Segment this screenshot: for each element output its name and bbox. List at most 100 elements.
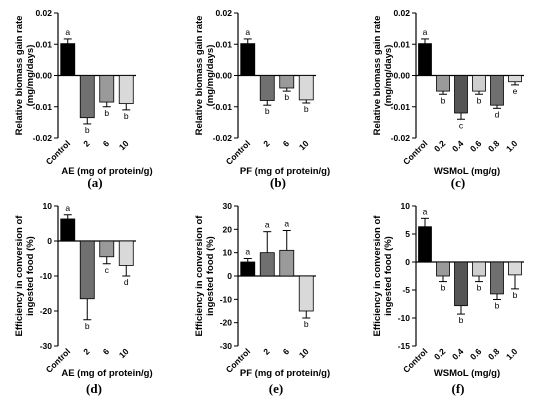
panel-e: -30 -20 -10 0 10 20 30 Efficiency in conversion… [194,201,330,396]
significance-letter: b [265,106,270,116]
category-label: 2 [261,346,272,357]
significance-letter: b [441,95,446,105]
bar [490,75,504,106]
y-tick-label: -30 [220,341,233,351]
bar [240,261,256,277]
significance-letter: e [513,86,518,96]
y-tick-label: -20 [220,318,233,328]
significance-letter: a [245,247,250,257]
significance-letter: a [265,220,270,230]
bar [99,240,115,258]
bar [436,75,450,92]
panel-label: (e) [269,381,283,396]
y-axis-title: Relative biomass gain rate (mg/mg/days) [372,16,394,136]
y-tick-label: 0.00 [393,71,410,81]
category-label: 6 [281,346,292,357]
bar [259,75,275,101]
significance-letter: b [124,111,129,121]
category-label-text: 0.2 [432,346,448,362]
y-tick-label: 0.02 [393,8,410,18]
y-tick-label: 0.00 [35,71,52,81]
significance-letter: b [495,301,500,311]
category-label-text: 10 [117,346,131,360]
bar [279,75,295,89]
category-label-text: 10 [297,138,311,152]
significance-letter: b [85,125,90,135]
y-axis-title: Efficiency in conversion of ingested food… [194,215,216,337]
y-tick-label: -15 [398,341,411,351]
y-tick-label: -0.02 [213,133,233,143]
bar [279,249,295,277]
category-label-text: 2 [261,138,272,149]
bar [259,252,275,277]
x-axis-title: AE (mg of protein/g) [61,368,152,379]
y-tick-label: 0 [405,257,410,267]
category-label-text: 0.4 [450,138,466,154]
y-axis-title-line: Relative biomass gain rate [194,16,205,136]
y-tick-label: 20 [223,224,233,234]
category-label-text: 1.0 [504,138,520,154]
significance-letter: b [284,92,289,102]
category-label-text: 0.6 [468,138,484,154]
category-label: 0.4 [450,346,466,362]
significance-letter: c [459,120,464,130]
significance-letter: b [104,108,109,118]
category-label: 10 [297,346,311,360]
bar [418,226,432,263]
y-axis-title: Relative biomass gain rate (mg/mg/days) [14,16,36,136]
y-tick-label: 0.01 [215,39,232,49]
category-label: 10 [297,138,311,152]
x-axis-title: AE (mg of protein/g) [61,166,152,177]
y-axis-title: Efficiency in conversion of ingested food… [372,215,394,337]
category-label-text: 2 [81,138,92,149]
y-tick-label: 10 [223,248,233,258]
y-axis-title-line: ingested food (%) [25,236,36,316]
panel-label: (a) [87,175,102,190]
y-tick-label: 0.02 [35,8,52,18]
y-tick-label: 30 [223,201,233,211]
category-label: 0.8 [486,346,502,362]
significance-letter: d [124,277,129,287]
panel-label: (c) [451,175,465,190]
x-axis-title: PF (mg of protein/g) [240,166,330,177]
category-label: 6 [101,138,112,149]
bar [508,75,522,83]
y-tick-label: 10 [43,201,53,211]
y-tick-label: 10 [401,201,411,211]
y-tick-label: 0 [47,236,52,246]
y-tick-label: -0.01 [391,102,411,112]
bar [454,261,468,307]
category-label: 1.0 [504,346,520,362]
bar [60,218,76,242]
category-label: 0.8 [486,138,502,154]
category-label: 10 [117,138,131,152]
category-label-text: 10 [117,138,131,152]
category-label-text: 6 [281,346,292,357]
y-axis-title-line: (mg/mg/days) [205,45,216,107]
category-label-text: 6 [101,346,112,357]
category-label-text: 6 [281,138,292,149]
y-tick-label: -10 [40,271,53,281]
y-axis-title: Relative biomass gain rate (mg/mg/days) [194,16,216,136]
bar [118,240,134,266]
bar [508,261,522,276]
bar [60,43,76,76]
significance-letter: a [65,203,70,213]
panel-d: -30 -20 -10 0 10 Efficiency in conversion of i… [14,201,153,396]
bar [240,43,256,76]
y-tick-label: 0.01 [393,39,410,49]
y-tick-label: -0.01 [33,102,53,112]
bar [99,75,115,103]
significance-letter: a [65,27,70,37]
significance-letter: b [441,283,446,293]
x-axis-title: PF (mg of protein/g) [240,368,330,379]
y-tick-label: -10 [220,294,233,304]
panel-label: (d) [86,381,102,396]
category-label-text: 0.6 [468,346,484,362]
bar [472,75,486,92]
category-label: 0.6 [468,138,484,154]
